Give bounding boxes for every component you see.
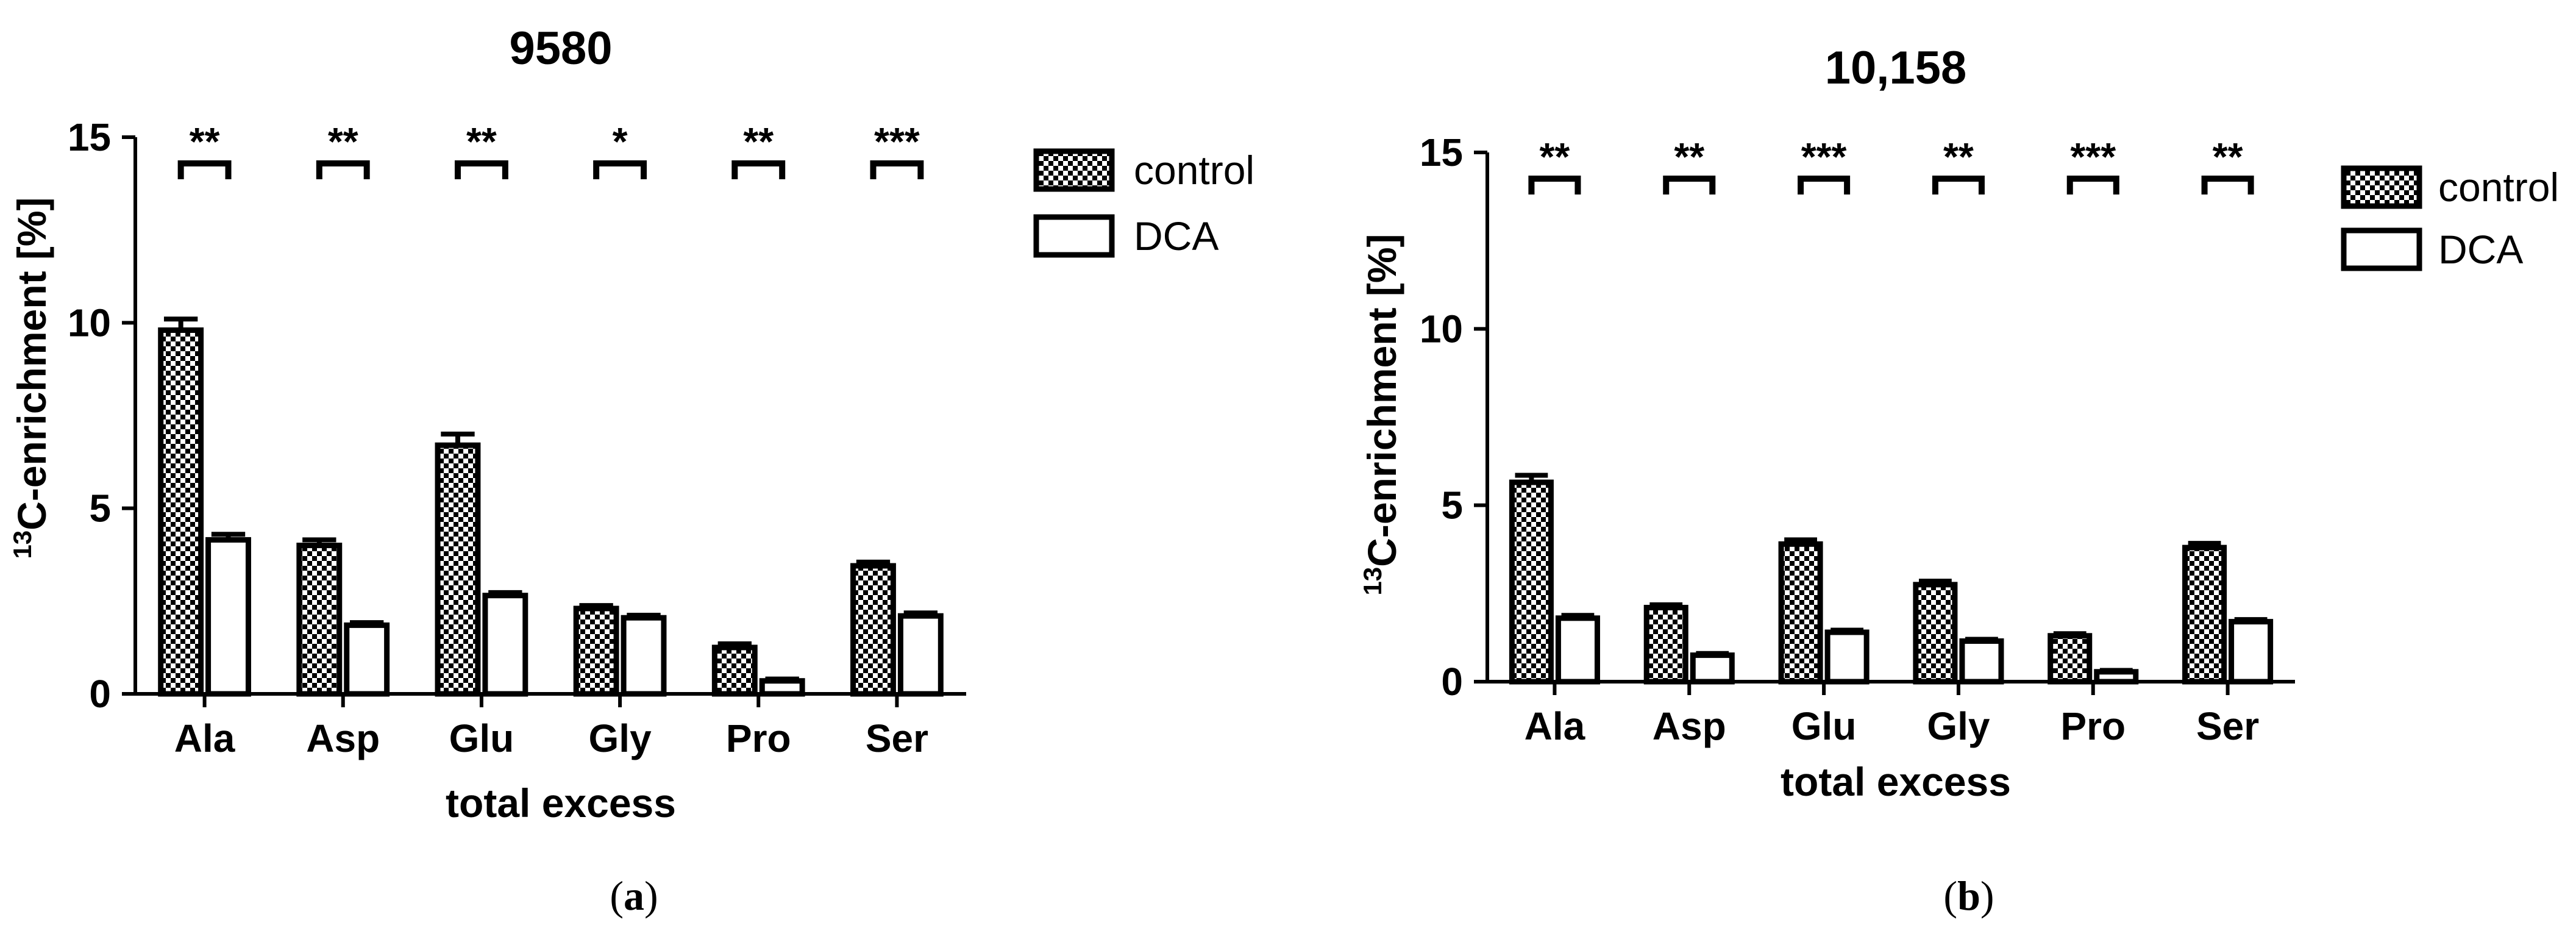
y-tick-label: 15 — [68, 115, 111, 159]
plot-area: 0 5 10 15 Ala ** Asp ** Glu *** Gly ** Pro *** Ser ** — [1420, 130, 2295, 748]
significance-bracket — [593, 160, 647, 179]
x-tick-label: Glu — [1791, 704, 1857, 748]
panel-label-a: (a) — [610, 873, 658, 919]
bar-control — [850, 563, 896, 697]
significance-bracket — [1932, 176, 1985, 195]
legend-swatch-control — [2341, 165, 2422, 209]
legend-label-dca: DCA — [1134, 213, 1219, 259]
x-tick-label: Ser — [866, 716, 928, 760]
bar-control — [158, 327, 204, 697]
x-tick-label: Ala — [1525, 704, 1585, 748]
significance-bracket — [1528, 176, 1581, 195]
bar-control — [711, 644, 758, 697]
svg-text:13C-enrichment [%]: 13C-enrichment [%] — [8, 197, 54, 559]
y-tick-label: 0 — [1441, 660, 1463, 704]
bar-control — [435, 442, 481, 697]
bar-dca — [2094, 669, 2139, 685]
legend-label-control: control — [1134, 148, 1254, 193]
chart-title: 10,158 — [1825, 42, 1966, 94]
y-axis-title-sup: 13 — [1358, 567, 1387, 596]
y-tick-label: 15 — [1420, 130, 1463, 174]
bar-dca — [1824, 629, 1870, 685]
y-axis-title-text: C-enrichment [%] — [1359, 234, 1404, 566]
x-tick-label: Gly — [1927, 704, 1990, 748]
y-axis-title-text: C-enrichment [%] — [9, 197, 54, 530]
x-tick-label: Pro — [2060, 704, 2126, 748]
y-tick-label: 10 — [1420, 307, 1463, 351]
bar-dca — [759, 678, 805, 697]
x-axis-title: total excess — [446, 780, 676, 826]
significance-bracket — [454, 160, 508, 179]
chart-panel-a: 9580 13C-enrichment [%] 051015Ala**Asp**… — [8, 23, 1254, 919]
y-axis-title: 13C-enrichment [%] — [1358, 234, 1404, 595]
significance-label: ** — [2213, 135, 2243, 179]
bar-control — [573, 605, 619, 697]
significance-bracket — [2201, 176, 2254, 195]
significance-label: ** — [1943, 135, 1974, 179]
bar-dca — [482, 593, 528, 697]
bar-dca — [621, 615, 667, 697]
bar-control — [1509, 479, 1554, 685]
significance-bracket — [1798, 176, 1851, 195]
y-axis-title-sup: 13 — [8, 530, 37, 559]
bar-control — [1778, 541, 1823, 685]
x-tick-label: Gly — [589, 716, 652, 760]
legend-swatch-dca — [2341, 227, 2422, 271]
x-tick-label: Asp — [1653, 704, 1726, 748]
significance-label: *** — [2070, 135, 2116, 179]
panel-label-b: (b) — [1943, 873, 1994, 919]
bar-dca — [1959, 638, 2004, 685]
significance-bracket — [870, 160, 924, 179]
x-tick-label: Ala — [174, 716, 235, 760]
significance-label: *** — [874, 120, 920, 163]
significance-label: ** — [1540, 135, 1570, 179]
y-axis-title: 13C-enrichment [%] — [8, 197, 54, 559]
bar-control — [2182, 544, 2227, 685]
x-axis-title: total excess — [1781, 759, 2011, 804]
significance-label: ** — [1674, 135, 1704, 179]
y-tick-label: 5 — [1441, 484, 1463, 527]
y-tick-label: 5 — [89, 487, 111, 530]
x-tick-label: Pro — [726, 716, 791, 760]
legend-label-dca: DCA — [2438, 227, 2523, 272]
plot-area: 0 5 10 15 Ala ** Asp ** Glu ** Gly * Pro ** Ser *** — [68, 115, 966, 760]
bar-control — [1913, 582, 1958, 685]
significance-label: ** — [328, 120, 358, 163]
legend-swatch-control — [1033, 148, 1115, 192]
significance-label: *** — [1801, 135, 1847, 179]
significance-label: ** — [743, 120, 774, 163]
significance-bracket — [731, 160, 786, 179]
bar-dca — [897, 613, 944, 697]
legend-label-control: control — [2438, 165, 2559, 210]
significance-bracket — [2066, 176, 2119, 195]
x-tick-label: Glu — [449, 716, 514, 760]
bar-control — [2048, 633, 2093, 685]
bar-dca — [1555, 615, 1600, 685]
bar-dca — [205, 537, 251, 697]
bar-dca — [1690, 652, 1735, 685]
y-tick-label: 10 — [68, 301, 111, 344]
significance-label: ** — [466, 120, 497, 163]
bar-control — [1643, 604, 1688, 685]
significance-bracket — [1663, 176, 1716, 195]
svg-text:13C-enrichment [%]: 13C-enrichment [%] — [1358, 234, 1404, 595]
significance-bracket — [177, 160, 232, 179]
legend: control DCA — [1033, 148, 1254, 259]
bar-dca — [344, 622, 390, 697]
y-tick-label: 0 — [89, 672, 111, 716]
bar-control — [296, 543, 343, 697]
significance-label: * — [613, 120, 628, 163]
chart-panel-b: 10,158 13C-enrichment [%] 0 5 10 15 Ala ** Asp… — [1358, 42, 2559, 919]
significance-label: ** — [190, 120, 220, 163]
bar-dca — [2229, 619, 2274, 685]
x-tick-label: Asp — [306, 716, 380, 760]
x-tick-label: Ser — [2196, 704, 2259, 748]
chart-title: 9580 — [509, 23, 612, 74]
significance-bracket — [316, 160, 370, 179]
legend: control DCA — [2341, 165, 2559, 272]
legend-swatch-dca — [1033, 214, 1115, 258]
